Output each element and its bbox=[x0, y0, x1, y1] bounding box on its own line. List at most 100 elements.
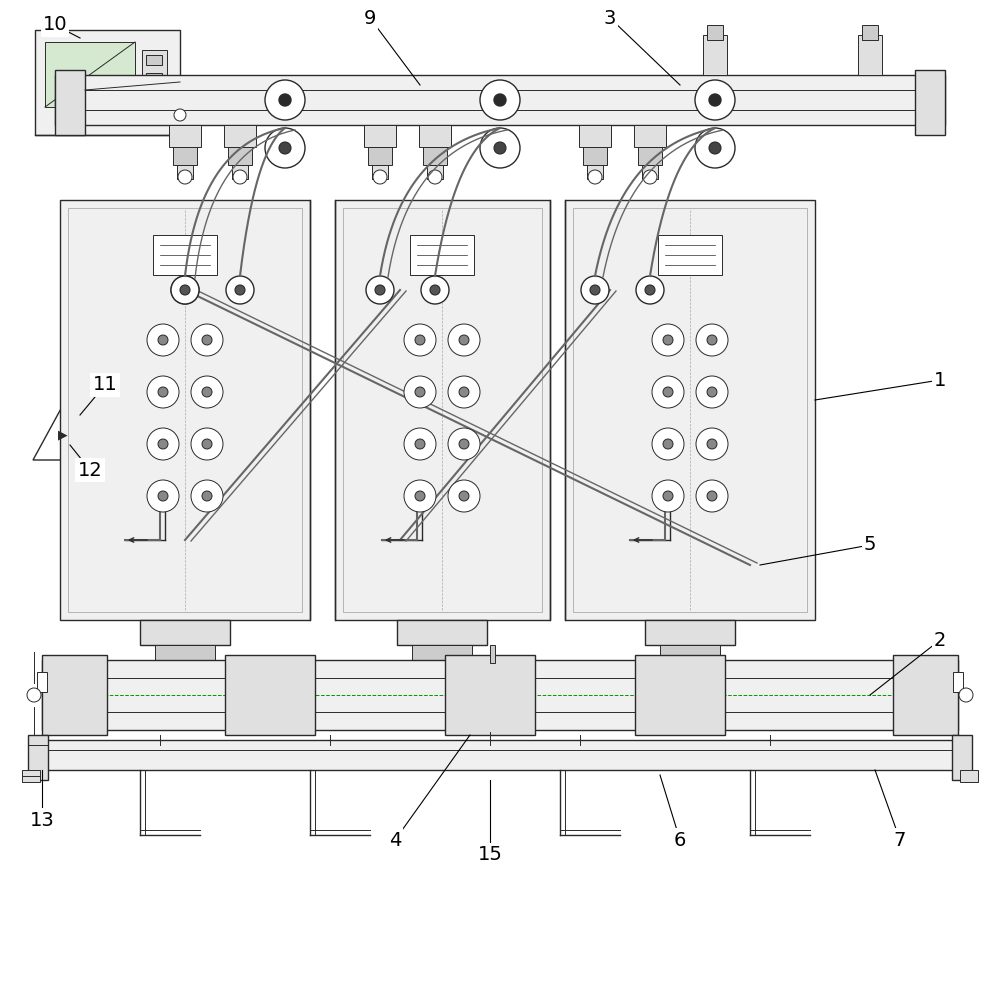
Circle shape bbox=[494, 142, 506, 154]
Bar bbox=[55, 75, 945, 125]
Circle shape bbox=[480, 80, 520, 120]
Bar bbox=[645, 620, 735, 645]
Bar bbox=[228, 147, 252, 165]
Bar bbox=[960, 770, 978, 782]
Bar bbox=[703, 35, 727, 75]
Bar bbox=[42, 655, 107, 735]
Bar bbox=[146, 73, 162, 83]
Text: 12: 12 bbox=[78, 460, 102, 480]
Bar bbox=[587, 165, 603, 179]
Circle shape bbox=[707, 491, 717, 501]
Circle shape bbox=[415, 491, 425, 501]
Circle shape bbox=[404, 324, 436, 356]
Bar bbox=[634, 125, 666, 147]
Circle shape bbox=[709, 94, 721, 106]
Bar bbox=[335, 200, 550, 620]
Bar bbox=[952, 735, 972, 780]
Circle shape bbox=[663, 335, 673, 345]
Circle shape bbox=[375, 285, 385, 295]
Circle shape bbox=[180, 285, 190, 295]
Circle shape bbox=[645, 285, 655, 295]
Circle shape bbox=[147, 480, 179, 512]
Circle shape bbox=[663, 387, 673, 397]
Circle shape bbox=[652, 324, 684, 356]
Bar bbox=[445, 655, 535, 735]
Circle shape bbox=[696, 480, 728, 512]
Text: 6: 6 bbox=[674, 830, 686, 850]
Circle shape bbox=[480, 128, 520, 168]
Circle shape bbox=[191, 428, 223, 460]
Circle shape bbox=[174, 109, 186, 121]
Bar bbox=[146, 91, 162, 101]
Bar bbox=[169, 125, 201, 147]
Circle shape bbox=[180, 285, 190, 295]
Circle shape bbox=[158, 439, 168, 449]
Text: 9: 9 bbox=[364, 8, 376, 27]
Circle shape bbox=[707, 439, 717, 449]
Bar bbox=[419, 125, 451, 147]
Circle shape bbox=[373, 170, 387, 184]
Circle shape bbox=[147, 376, 179, 408]
Bar bbox=[660, 645, 720, 660]
Circle shape bbox=[265, 128, 305, 168]
Circle shape bbox=[158, 335, 168, 345]
Bar bbox=[173, 147, 197, 165]
Circle shape bbox=[459, 387, 469, 397]
Bar bbox=[410, 235, 474, 275]
Circle shape bbox=[158, 387, 168, 397]
Text: 4: 4 bbox=[389, 830, 401, 850]
Bar bbox=[140, 620, 230, 645]
Bar bbox=[427, 165, 443, 179]
Circle shape bbox=[448, 376, 480, 408]
Bar bbox=[412, 645, 472, 660]
Circle shape bbox=[233, 170, 247, 184]
Circle shape bbox=[494, 94, 506, 106]
Bar bbox=[224, 125, 256, 147]
Circle shape bbox=[366, 276, 394, 304]
Bar bbox=[573, 208, 807, 612]
Circle shape bbox=[652, 428, 684, 460]
Text: 3: 3 bbox=[604, 8, 616, 27]
Circle shape bbox=[696, 428, 728, 460]
Circle shape bbox=[279, 142, 291, 154]
Circle shape bbox=[191, 480, 223, 512]
Text: 2: 2 bbox=[934, 631, 946, 650]
Circle shape bbox=[404, 376, 436, 408]
Bar bbox=[707, 25, 723, 40]
Bar bbox=[146, 55, 162, 65]
Bar bbox=[42, 660, 958, 730]
Circle shape bbox=[695, 128, 735, 168]
Circle shape bbox=[147, 324, 179, 356]
Circle shape bbox=[428, 170, 442, 184]
Circle shape bbox=[459, 491, 469, 501]
Circle shape bbox=[459, 439, 469, 449]
Bar bbox=[368, 147, 392, 165]
Text: 1: 1 bbox=[934, 370, 946, 389]
Circle shape bbox=[448, 428, 480, 460]
Circle shape bbox=[404, 428, 436, 460]
Text: 11: 11 bbox=[93, 375, 117, 394]
Circle shape bbox=[171, 276, 199, 304]
Bar bbox=[953, 672, 963, 692]
Bar bbox=[153, 235, 217, 275]
Circle shape bbox=[421, 276, 449, 304]
Bar bbox=[343, 208, 542, 612]
Circle shape bbox=[959, 688, 973, 702]
Bar bbox=[60, 200, 310, 620]
Circle shape bbox=[448, 324, 480, 356]
Bar bbox=[225, 655, 315, 735]
Circle shape bbox=[581, 276, 609, 304]
Circle shape bbox=[459, 335, 469, 345]
Bar bbox=[35, 30, 180, 135]
Circle shape bbox=[652, 480, 684, 512]
Circle shape bbox=[415, 439, 425, 449]
Circle shape bbox=[643, 170, 657, 184]
Circle shape bbox=[279, 94, 291, 106]
Circle shape bbox=[191, 324, 223, 356]
Bar bbox=[45, 42, 135, 107]
Text: 13: 13 bbox=[30, 810, 54, 830]
Bar bbox=[40, 740, 960, 770]
Bar bbox=[142, 50, 167, 110]
Circle shape bbox=[652, 376, 684, 408]
Circle shape bbox=[663, 491, 673, 501]
